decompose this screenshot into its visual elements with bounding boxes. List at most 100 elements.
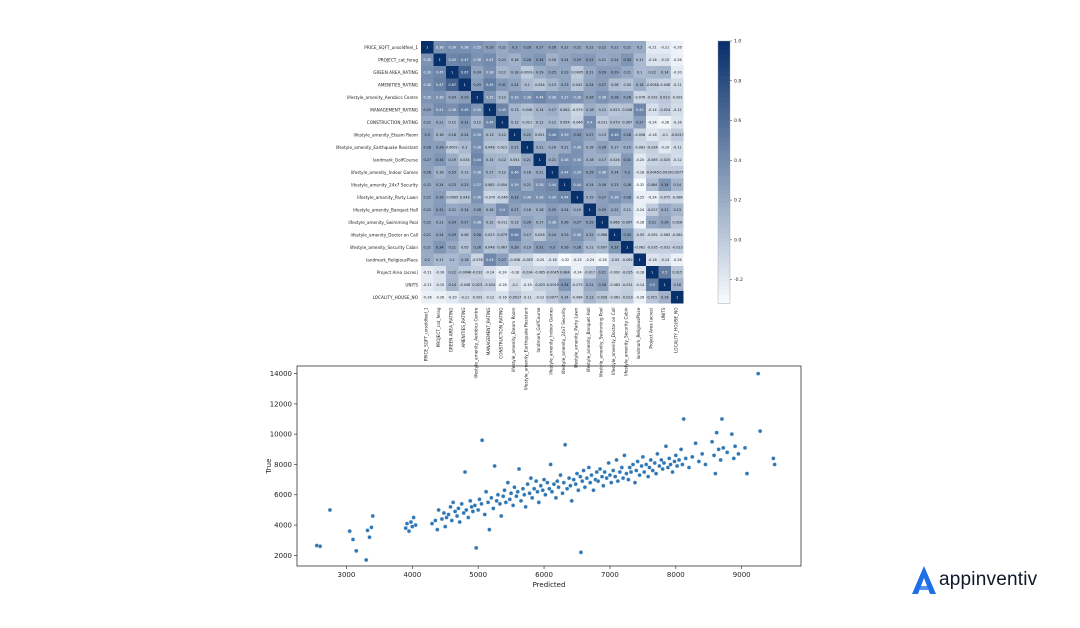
scatter-point [678,447,684,452]
heatmap-cell-value: 0.021 [522,121,532,125]
heatmap-cell [658,228,671,241]
scatter-point [742,445,748,450]
heatmap-cell-value: 0.19 [586,196,594,200]
heatmap-cell-value: -0.11 [673,146,682,150]
heatmap-cell-value: 0.015 [647,296,657,300]
heatmap-cell [458,66,471,79]
heatmap-cell [421,103,434,116]
colorbar-tick-label: 0.6 [734,118,741,124]
heatmap-cell [571,128,584,141]
colorbar-segment [718,281,730,287]
heatmap-col-label: LOCALITY_HOUSE_NO [673,307,678,353]
heatmap-cell [521,253,534,266]
heatmap-cell [471,141,484,154]
heatmap-cell [483,53,496,66]
heatmap-cell [546,178,559,191]
colorbar-segment [718,237,730,243]
heatmap-cell [583,41,596,54]
x-tick-label: 8000 [667,571,685,579]
heatmap-cell [621,116,634,129]
heatmap-cell-value: 0.16 [661,296,669,300]
colorbar-segment [718,141,730,147]
heatmap-cell-value: 0.18 [586,158,594,162]
heatmap-cell-value: 0.36 [573,96,581,100]
heatmap-cell-value: -0.12 [673,108,682,112]
heatmap-cell-value: 0.18 [448,133,456,137]
scatter-point [370,513,375,519]
heatmap-cell-value: 0.3 [512,46,517,50]
scatter-point [667,456,672,461]
heatmap-cell [496,153,509,166]
colorbar-segment [718,211,730,217]
heatmap-cell [546,266,559,279]
heatmap-cell-value: 0.31 [436,208,444,212]
scatter-point [607,472,613,478]
heatmap-cell-value: 0.29 [448,233,456,237]
scatter-point [502,488,507,493]
heatmap-cell [496,91,509,104]
heatmap-cell-value: 1 [626,246,628,250]
heatmap-cell [646,203,659,216]
heatmap-cell [496,103,509,116]
heatmap-cell [521,141,534,154]
scatter-point [660,466,665,472]
heatmap-cell-value: -0.035 [647,246,658,250]
heatmap-cell-value: 0.21 [536,171,544,175]
heatmap-cell-value: 0.29 [486,46,494,50]
heatmap-cell-value: -0.062 [634,246,645,250]
scatter-point [620,475,626,481]
heatmap-cell [471,178,484,191]
heatmap-cell [558,128,571,141]
heatmap-cell-value: -0.065 [647,158,658,162]
heatmap-cell [633,216,646,229]
heatmap-cell [583,191,596,204]
scatter-point [507,497,512,502]
heatmap-cell-value: -0.065 [534,271,545,275]
heatmap-cell-value: -0.083 [522,258,533,262]
heatmap-cell-value: 0.14 [661,71,669,75]
heatmap-cell-value: 0.34 [536,58,544,62]
heatmap-cell-value: 0.36 [473,221,481,225]
heatmap-cell [658,266,671,279]
heatmap-cell-value: -0.079 [484,196,495,200]
heatmap-cell-value: -0.24 [635,208,644,212]
scatter-point [673,453,678,458]
heatmap-cell [421,128,434,141]
scatter-point [574,471,580,476]
heatmap-cell [646,228,659,241]
heatmap-cell-value: 0.18 [636,83,644,87]
heatmap-cell-value: 0.21 [623,71,631,75]
scatter-point [454,513,460,519]
heatmap-cell [446,141,459,154]
heatmap-cell-value: 0.015 [672,271,682,275]
heatmap-cell [558,278,571,291]
colorbar-segment [718,299,730,305]
heatmap-cell-value: 0.11 [436,258,444,262]
heatmap-cell-value: 0.38 [523,96,531,100]
heatmap-cell-value: 0.079 [497,233,507,237]
heatmap-cell [646,291,659,304]
heatmap-cell [633,241,646,254]
heatmap-cell [646,128,659,141]
scatter-point [516,466,522,472]
heatmap-cell-value: 0.39 [448,46,456,50]
heatmap-cell-value: 0.21 [448,208,456,212]
heatmap-cell [433,266,446,279]
scatter-point [561,480,566,485]
heatmap-cell-value: 0.21 [423,121,431,125]
colorbar-segment [718,62,730,68]
heatmap-cell-value: 0.14 [673,183,681,187]
heatmap-cell-value: 0.18 [486,208,494,212]
scatter-point [540,488,545,493]
heatmap-cell [583,291,596,304]
heatmap-cell-value: 0.31 [498,83,506,87]
heatmap-cell-value: -0.21 [423,271,432,275]
scatter-point [505,480,510,485]
heatmap-cell-value: 0.38 [536,183,544,187]
heatmap-cell [471,153,484,166]
heatmap-cell [533,191,546,204]
heatmap-cell [496,166,509,179]
heatmap-cell-value: 0.24 [461,133,469,137]
heatmap-cell [646,141,659,154]
heatmap-cell-value: 0.14 [561,296,569,300]
